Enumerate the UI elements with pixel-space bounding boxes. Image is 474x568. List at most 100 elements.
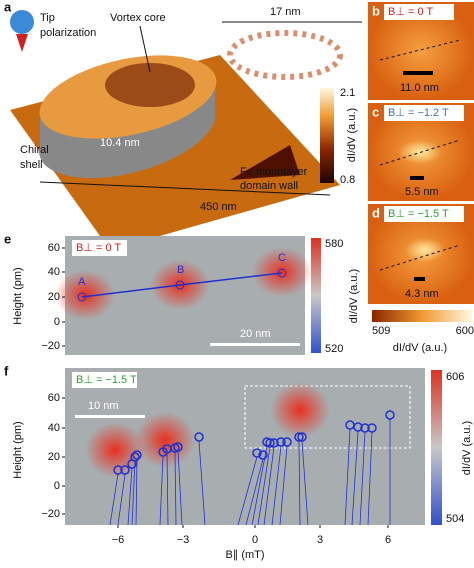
label: Fe monolayer — [240, 166, 308, 178]
pointer — [139, 25, 151, 73]
field-label: B⊥ = 0 T — [76, 242, 121, 254]
link-line — [279, 445, 288, 526]
y-tick-label: 60 — [48, 242, 60, 254]
point-label: C — [278, 252, 286, 264]
marker — [367, 423, 377, 433]
link-line — [271, 445, 282, 526]
link-line — [237, 456, 258, 526]
x-tick-label: 3 — [317, 534, 323, 546]
panel-label: a — [4, 0, 12, 14]
axis-label: B∥ (mT) — [225, 549, 264, 561]
colorbar-min: 504 — [446, 513, 464, 525]
y-tick-label: 0 — [54, 480, 60, 492]
field-label: B⊥ = −1.5 T — [388, 208, 449, 220]
colorbar — [372, 310, 472, 322]
scale-bar — [39, 181, 331, 196]
colorbar-label: dI/dV (a.u.) — [346, 108, 358, 162]
panel-label: b — [372, 3, 380, 18]
inset-box — [244, 385, 411, 449]
link-line — [257, 446, 271, 526]
link-line — [301, 440, 309, 526]
marker — [282, 437, 292, 447]
field-label: B⊥ = −1.5 T — [76, 374, 137, 386]
link-line — [109, 473, 119, 526]
link-line — [159, 455, 164, 526]
marker — [252, 448, 262, 458]
y-tick-label: 20 — [48, 291, 60, 303]
marker — [194, 432, 204, 442]
colorbar — [431, 370, 442, 525]
label: 17 nm — [270, 6, 301, 18]
marker — [360, 423, 370, 433]
label: Vortex core — [110, 12, 166, 24]
label: shell — [20, 159, 43, 171]
label: domain wall — [240, 180, 298, 192]
marker — [277, 268, 287, 278]
link-line — [245, 458, 264, 526]
panel-label: d — [372, 205, 380, 220]
marker — [385, 410, 395, 420]
y-tick-label: 40 — [48, 266, 60, 278]
marker — [130, 452, 140, 462]
scale-label: 10 nm — [88, 400, 119, 412]
link-line — [251, 445, 268, 526]
marker — [120, 465, 130, 475]
colorbar-min: 520 — [325, 343, 343, 355]
colorbar-min: 0.8 — [340, 174, 355, 186]
colorbar — [320, 88, 334, 183]
x-tick-label: 6 — [385, 534, 391, 546]
tip-cone — [16, 34, 28, 52]
marker — [132, 450, 142, 460]
y-tick-label: −20 — [41, 340, 60, 352]
panel-b: b B⊥ = 0 T 11.0 nm — [368, 2, 474, 100]
domain-wall — [230, 145, 300, 180]
link-line — [344, 428, 351, 526]
link-line — [127, 467, 133, 526]
x-tick-label: −3 — [177, 534, 190, 546]
x-tick-label: −6 — [112, 534, 125, 546]
scale-label: 4.3 nm — [405, 288, 439, 300]
colorbar-label: dI/dV (a.u.) — [348, 269, 360, 323]
blob — [85, 422, 145, 478]
marker — [113, 465, 123, 475]
panel-d: d B⊥ = −1.5 T 4.3 nm — [368, 204, 474, 304]
link-line — [117, 473, 126, 526]
tip-icon — [10, 10, 34, 34]
marker — [276, 437, 286, 447]
y-tick-label: 20 — [48, 451, 60, 463]
marker — [353, 422, 363, 432]
label: polarization — [40, 27, 96, 39]
label: Tip — [40, 12, 55, 24]
link-line — [135, 458, 138, 526]
scale-label: 20 nm — [240, 328, 271, 340]
marker — [265, 438, 275, 448]
link-line — [298, 440, 301, 526]
panel-label: f — [4, 363, 9, 378]
ticks: 60 40 20 0 −20 −6 −3 0 3 6 — [41, 392, 391, 546]
x-tick-label: 0 — [252, 534, 258, 546]
markers — [85, 382, 395, 526]
y-tick-label: −20 — [41, 508, 60, 520]
scale-label: 11.0 nm — [400, 82, 439, 94]
colorbar-max: 600 — [456, 325, 474, 337]
field-box — [72, 372, 137, 388]
field-label: B⊥ = 0 T — [388, 6, 433, 18]
axis-label: Height (pm) — [12, 421, 24, 478]
vortex — [105, 63, 195, 107]
colorbar-label: dI/dV (a.u.) — [393, 342, 447, 354]
link-line — [359, 431, 366, 526]
marker — [294, 432, 304, 442]
marker — [77, 292, 87, 302]
link-line — [131, 460, 136, 526]
marker — [173, 442, 183, 452]
blob — [252, 247, 312, 297]
panel-label: e — [4, 231, 11, 246]
marker — [258, 450, 268, 460]
scale-label: 5.5 nm — [405, 186, 439, 198]
spin-texture — [227, 30, 343, 80]
marker — [269, 438, 279, 448]
label: 10.4 nm — [100, 137, 140, 149]
marker — [297, 432, 307, 442]
colorbar — [311, 238, 321, 353]
